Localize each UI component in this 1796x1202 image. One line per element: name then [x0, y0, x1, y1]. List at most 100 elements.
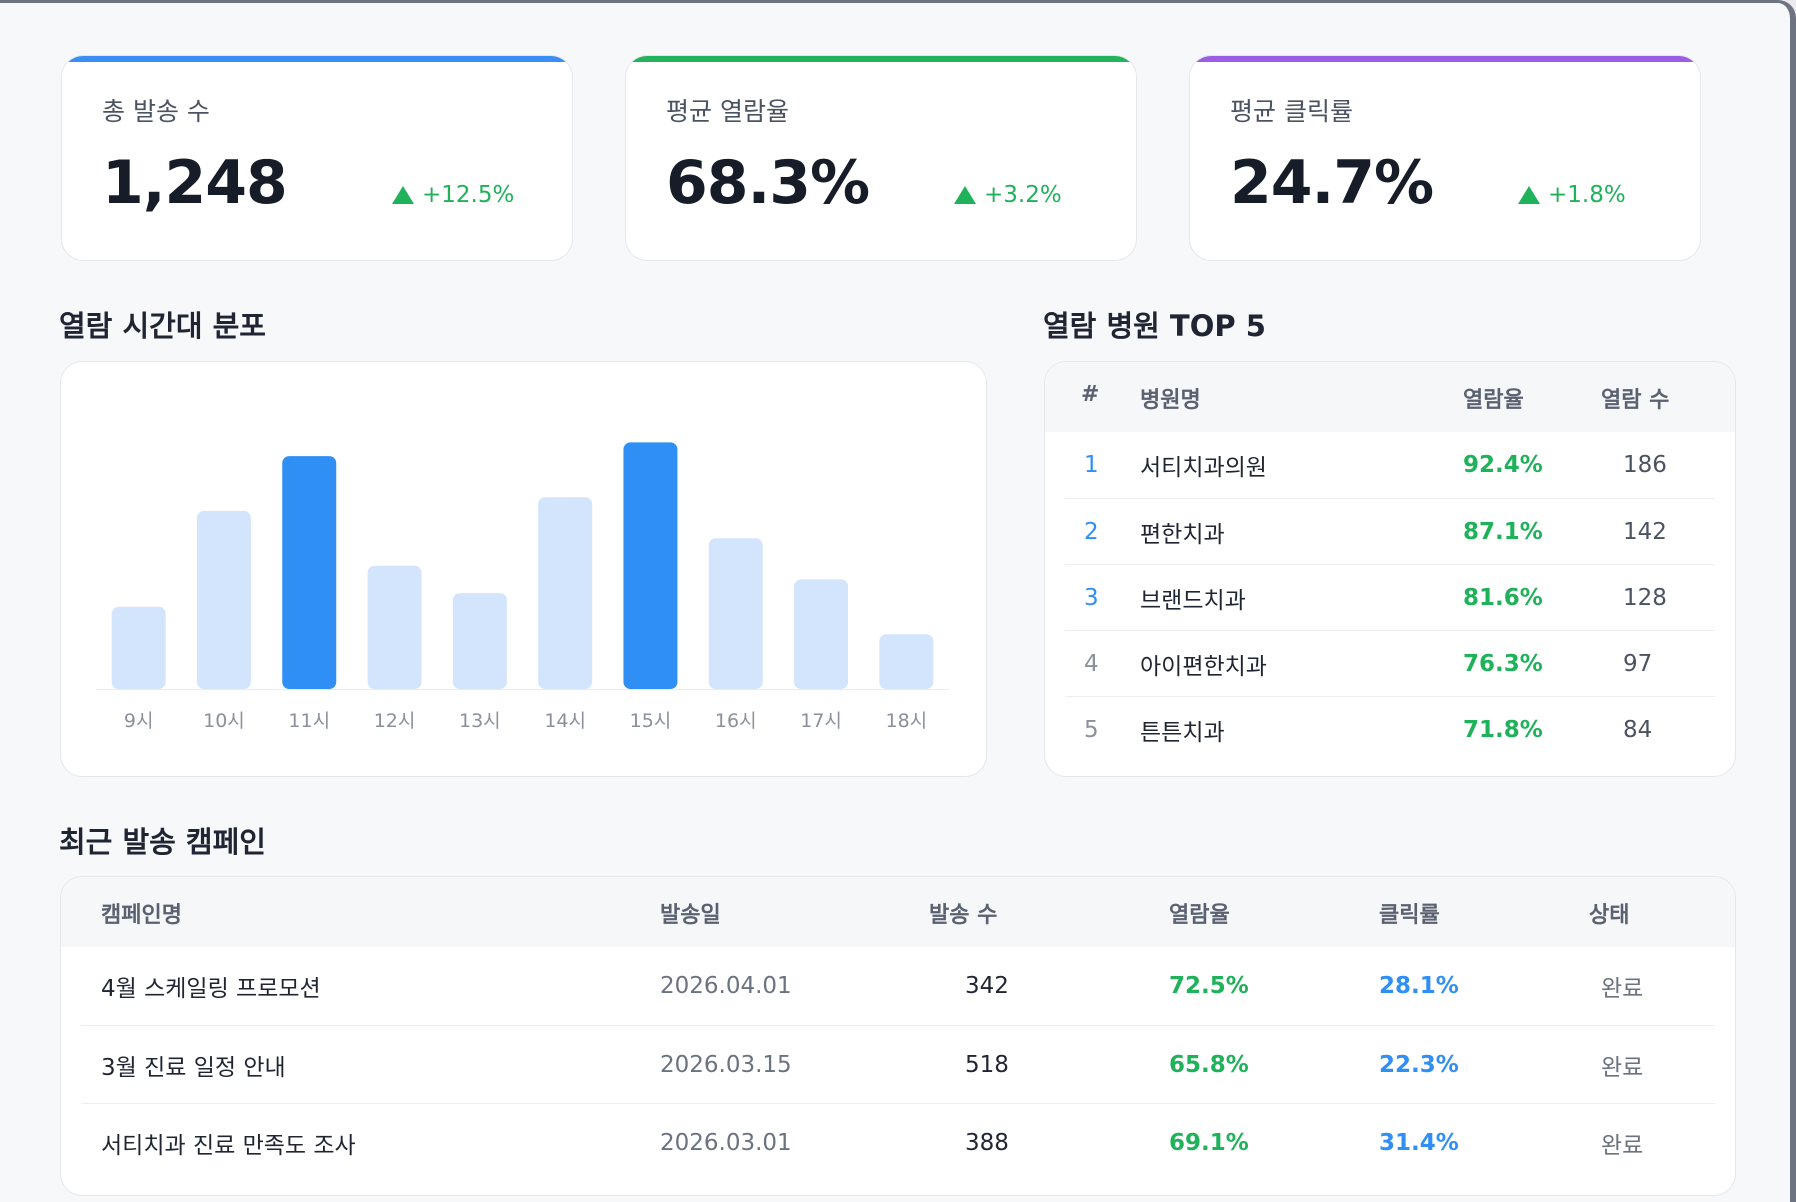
kpi-accent-bar — [62, 56, 572, 62]
open-count: 128 — [1623, 584, 1667, 611]
table-row[interactable]: 4 아이편한치과 76.3% 97 — [1065, 630, 1715, 696]
send-date: 2026.03.15 — [660, 1051, 792, 1078]
open-time-chart-card: 9시 10시 11시 12시 13시 14시 15시 16시 17시 18시 — [60, 361, 987, 777]
click-rate: 31.4% — [1379, 1129, 1459, 1156]
chart-bar[interactable] — [708, 538, 763, 689]
kpi-delta-value: +12.5% — [422, 182, 515, 208]
kpi-card-total-sent: 총 발송 수 1,248 +12.5% — [61, 55, 573, 261]
kpi-label: 평균 클릭률 — [1230, 97, 1353, 126]
x-tick-label: 17시 — [800, 710, 842, 732]
chart-bar[interactable] — [452, 593, 507, 689]
open-rate: 87.1% — [1463, 518, 1543, 545]
table-row[interactable]: 5 튼튼치과 71.8% 84 — [1065, 696, 1715, 762]
x-tick-label: 9시 — [124, 710, 154, 732]
sent-count: 518 — [965, 1051, 1009, 1078]
kpi-delta-value: +3.2% — [984, 182, 1062, 208]
chart-bar[interactable] — [111, 606, 166, 689]
ranking-table: # 병원명 열람율 열람 수 1 서티치과의원 92.4% 186 2 편한치과… — [1044, 361, 1736, 777]
rank-number: 3 — [1084, 584, 1099, 611]
table-row[interactable]: 2 편한치과 87.1% 142 — [1065, 498, 1715, 564]
trend-up-icon — [954, 186, 976, 204]
table-row[interactable]: 1 서티치과의원 92.4% 186 — [1065, 432, 1715, 498]
kpi-label: 총 발송 수 — [102, 97, 210, 126]
kpi-value: 1,248 — [102, 148, 288, 218]
chart-section-title: 열람 시간대 분포 — [59, 309, 266, 343]
x-tick-label: 13시 — [459, 710, 501, 732]
ranking-section-title: 열람 병원 TOP 5 — [1043, 309, 1266, 343]
status-badge: 완료 — [1601, 976, 1644, 1002]
x-tick-label: 18시 — [886, 710, 928, 732]
x-tick-label: 14시 — [544, 710, 586, 732]
sent-count: 388 — [965, 1129, 1009, 1156]
x-tick-label: 12시 — [374, 710, 416, 732]
chart-bar[interactable] — [538, 497, 593, 689]
open-rate: 81.6% — [1463, 584, 1543, 611]
x-tick-label: 15시 — [630, 710, 672, 732]
x-tick-label: 16시 — [715, 710, 757, 732]
kpi-card-click-rate: 평균 클릭률 24.7% +1.8% — [1189, 55, 1701, 261]
x-tick-label: 10시 — [203, 710, 245, 732]
chart-bar[interactable] — [367, 565, 422, 689]
kpi-delta-value: +1.8% — [1548, 182, 1626, 208]
kpi-delta: +1.8% — [1518, 182, 1626, 208]
open-rate: 92.4% — [1463, 452, 1543, 478]
trend-up-icon — [392, 186, 414, 204]
x-tick-label: 11시 — [288, 710, 330, 732]
kpi-card-open-rate: 평균 열람율 68.3% +3.2% — [625, 55, 1137, 261]
ranking-table-header: # 병원명 열람율 열람 수 — [1045, 362, 1735, 432]
click-rate: 28.1% — [1379, 973, 1459, 999]
header-rank: # — [1081, 382, 1100, 407]
hospital-name: 튼튼치과 — [1140, 719, 1225, 746]
kpi-accent-bar — [626, 56, 1136, 62]
campaign-table: 캠페인명 발송일 발송 수 열람율 클릭률 상태 4월 스케일링 프로모션 20… — [60, 876, 1736, 1196]
rank-number: 5 — [1084, 716, 1099, 743]
rank-number: 1 — [1084, 452, 1099, 478]
kpi-delta: +3.2% — [954, 182, 1062, 208]
chart-bar[interactable] — [794, 579, 849, 689]
sent-count: 342 — [965, 973, 1009, 999]
campaign-name: 서티치과 진료 만족도 조사 — [101, 1132, 356, 1159]
header-open-count: 열람 수 — [1601, 388, 1670, 413]
campaign-table-header: 캠페인명 발송일 발송 수 열람율 클릭률 상태 — [61, 877, 1735, 947]
chart-bar[interactable] — [196, 510, 251, 689]
hospital-name: 서티치과의원 — [1140, 455, 1267, 481]
kpi-value: 24.7% — [1230, 148, 1434, 218]
open-rate: 65.8% — [1169, 1051, 1249, 1078]
hospital-name: 아이편한치과 — [1140, 653, 1267, 680]
open-rate: 76.3% — [1463, 650, 1543, 677]
hospital-name: 편한치과 — [1140, 521, 1225, 548]
open-count: 142 — [1623, 518, 1667, 545]
hospital-name: 브랜드치과 — [1140, 587, 1246, 614]
header-status: 상태 — [1589, 903, 1630, 928]
header-open-rate: 열람율 — [1463, 388, 1524, 413]
chart-bar[interactable] — [623, 442, 678, 689]
kpi-value: 68.3% — [666, 148, 870, 218]
campaign-name: 4월 스케일링 프로모션 — [101, 976, 321, 1002]
header-send-date: 발송일 — [660, 903, 721, 928]
header-campaign-name: 캠페인명 — [101, 903, 182, 928]
open-count: 186 — [1623, 452, 1667, 478]
chart-bar[interactable] — [282, 456, 337, 689]
table-row[interactable]: 3 브랜드치과 81.6% 128 — [1065, 564, 1715, 630]
kpi-delta: +12.5% — [392, 182, 514, 208]
open-time-bar-chart: 9시 10시 11시 12시 13시 14시 15시 16시 17시 18시 — [96, 442, 949, 732]
kpi-label: 평균 열람율 — [666, 97, 789, 126]
status-badge: 완료 — [1601, 1132, 1644, 1159]
header-sent-count: 발송 수 — [929, 903, 998, 928]
table-row[interactable]: 4월 스케일링 프로모션 2026.04.01 342 72.5% 28.1% … — [81, 947, 1715, 1025]
table-row[interactable]: 3월 진료 일정 안내 2026.03.15 518 65.8% 22.3% 완… — [81, 1025, 1715, 1103]
campaign-section-title: 최근 발송 캠페인 — [59, 825, 266, 859]
rank-number: 4 — [1084, 650, 1099, 677]
header-hospital-name: 병원명 — [1140, 388, 1201, 413]
rank-number: 2 — [1084, 518, 1099, 545]
send-date: 2026.03.01 — [660, 1129, 792, 1156]
open-rate: 72.5% — [1169, 973, 1249, 999]
table-row[interactable]: 서티치과 진료 만족도 조사 2026.03.01 388 69.1% 31.4… — [81, 1103, 1715, 1181]
open-rate: 71.8% — [1463, 716, 1543, 743]
open-count: 97 — [1623, 650, 1653, 677]
open-rate: 69.1% — [1169, 1129, 1249, 1156]
trend-up-icon — [1518, 186, 1540, 204]
campaign-name: 3월 진료 일정 안내 — [101, 1054, 286, 1081]
chart-bar[interactable] — [879, 634, 934, 689]
header-open-rate: 열람율 — [1169, 903, 1230, 928]
